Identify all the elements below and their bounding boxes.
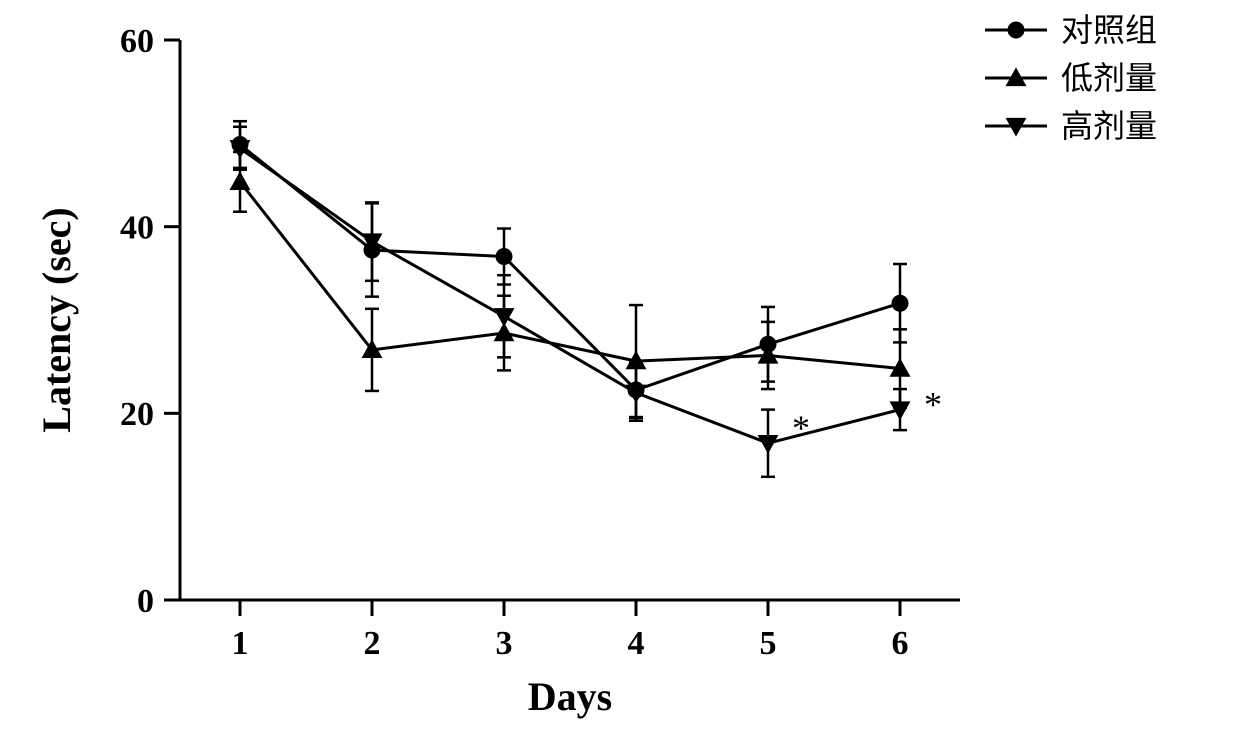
svg-text:对照组: 对照组: [1061, 12, 1157, 48]
svg-text:0: 0: [137, 583, 154, 620]
svg-text:5: 5: [760, 625, 777, 662]
svg-text:20: 20: [120, 396, 154, 433]
svg-text:6: 6: [892, 625, 909, 662]
svg-text:Latency (sec): Latency (sec): [34, 207, 79, 432]
svg-text:Days: Days: [528, 674, 612, 719]
svg-text:4: 4: [628, 625, 645, 662]
svg-text:低剂量: 低剂量: [1061, 60, 1157, 96]
svg-text:*: *: [792, 408, 810, 448]
svg-text:40: 40: [120, 210, 154, 247]
chart-svg: 0 20 40 60 1 2 3 4 5 6 Latency (sec) Days * * 对照组低剂量高剂…: [0, 0, 1240, 756]
svg-text:2: 2: [364, 625, 381, 662]
svg-text:1: 1: [232, 625, 249, 662]
svg-text:高剂量: 高剂量: [1061, 108, 1157, 144]
svg-text:*: *: [924, 385, 942, 425]
latency-chart: 0 20 40 60 1 2 3 4 5 6 Latency (sec) Days * * 对照组低剂量高剂…: [0, 0, 1240, 756]
svg-text:3: 3: [496, 625, 513, 662]
svg-text:60: 60: [120, 23, 154, 60]
